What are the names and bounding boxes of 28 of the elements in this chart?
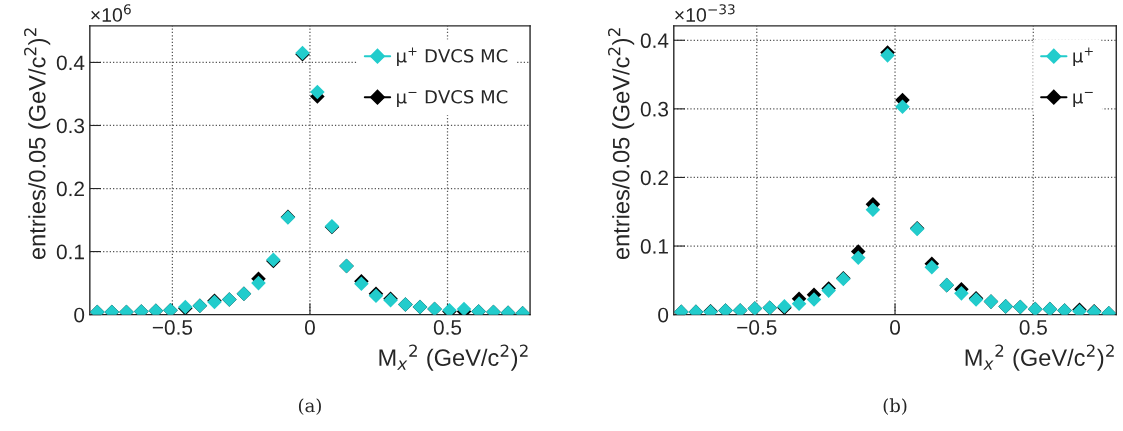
legend-label: μ$^{+}$ (1073, 47, 1093, 67)
x-tick-label: −0.5 (152, 320, 193, 335)
y-tick-label: 0.2 (640, 170, 668, 186)
x-tick-label: 0 (304, 320, 315, 335)
x-axis-title: M$_{x}$$^{2}$ (GeV/c$^{2}$)$^{2}$ (379, 344, 528, 371)
y-tick-label: 0.3 (640, 101, 669, 117)
text: ×10$^{−33}$ (675, 4, 735, 22)
x-tick-label: −0.5 (737, 320, 777, 335)
y-tick-label: 0.1 (640, 239, 668, 254)
y-axis-title: entries/0.05 (GeV/c$^{2}$)$^{2}$ (24, 28, 51, 260)
x-axis-title: M$_{x}$$^{2}$ (GeV/c$^{2}$)$^{2}$ (965, 344, 1114, 371)
y-tick-label: 0 (74, 307, 85, 323)
x-tick-label: 0 (890, 320, 901, 335)
legend-label: μ$^{−}$ (1073, 91, 1093, 108)
legend-label: μ$^{−}$ DVCS MC (397, 89, 508, 108)
x-tick-label: 0.5 (433, 320, 462, 335)
y-tick-label: 0.3 (56, 118, 85, 134)
y-tick-label: 0.1 (56, 244, 84, 260)
x-tick-label: 0.5 (1019, 320, 1047, 335)
y-tick-label: 0 (658, 307, 669, 323)
y-tick-label: 0.4 (56, 55, 85, 71)
legend-label: μ$^{+}$ DVCS MC (397, 47, 508, 67)
text: (b) (883, 398, 907, 415)
y-axis-title: entries/0.05 (GeV/c$^{2}$)$^{2}$ (607, 28, 635, 260)
y-tick-label: 0.2 (56, 181, 84, 197)
text: (a) (298, 398, 321, 415)
y-tick-label: 0.4 (640, 33, 669, 49)
text: ×10$^{6}$ (91, 4, 131, 22)
